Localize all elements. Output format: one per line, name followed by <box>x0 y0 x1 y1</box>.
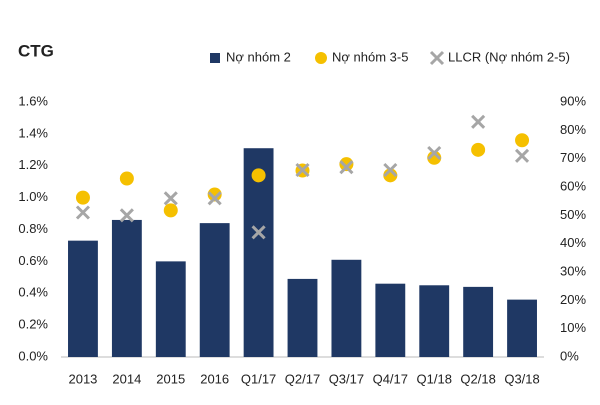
x-stroke <box>295 162 310 178</box>
bar <box>155 261 186 357</box>
y2-tick-label: 90% <box>560 93 586 108</box>
y2-tick-label: 60% <box>560 178 586 193</box>
x-stroke <box>471 114 486 129</box>
legend-label: LLCR (Nợ nhóm 2-5) <box>448 49 570 64</box>
x-tick-label: Q4/17 <box>373 371 408 386</box>
x-tick-label: 2013 <box>68 371 97 386</box>
cross-marker <box>471 114 486 129</box>
x-tick-label: Q3/17 <box>329 371 364 386</box>
bar <box>287 278 318 357</box>
x-stroke <box>251 225 266 240</box>
dot-marker <box>427 150 442 165</box>
x-stroke <box>429 50 445 66</box>
legend-label: Nợ nhóm 2 <box>226 49 291 64</box>
cross-marker <box>514 148 530 163</box>
cross-marker <box>207 191 222 206</box>
y2-tick-label: 50% <box>560 207 586 222</box>
x-stroke <box>119 208 134 223</box>
y2-tick-label: 10% <box>560 320 586 335</box>
y2-tick-label: 20% <box>560 292 586 307</box>
dot-marker <box>515 133 530 148</box>
cross-marker <box>75 205 91 220</box>
dot-marker <box>471 142 486 157</box>
cross-marker <box>427 145 442 161</box>
y-tick-label: 0.4% <box>18 285 48 300</box>
bar <box>199 223 230 357</box>
y2-tick-label: 80% <box>560 122 586 137</box>
cross-marker <box>251 225 266 240</box>
dot-marker <box>339 157 354 172</box>
bar <box>331 259 362 357</box>
bar <box>243 148 274 357</box>
bar <box>375 283 406 357</box>
x-stroke <box>427 145 442 161</box>
legend-swatch <box>429 50 445 66</box>
y-tick-label: 0.6% <box>18 253 48 268</box>
x-stroke <box>75 205 91 220</box>
x-stroke <box>163 191 178 206</box>
dot-marker <box>251 168 266 183</box>
dot-marker <box>75 190 90 205</box>
bar <box>419 285 450 357</box>
x-tick-label: 2014 <box>112 371 141 386</box>
y-tick-label: 1.4% <box>18 125 48 140</box>
dot-marker <box>163 203 178 218</box>
y-tick-label: 0.8% <box>18 221 48 236</box>
y-tick-label: 1.6% <box>18 93 48 108</box>
cross-marker <box>383 162 398 178</box>
x-tick-label: Q1/17 <box>241 371 276 386</box>
y-tick-label: 1.0% <box>18 189 48 204</box>
y2-tick-label: 40% <box>560 235 586 250</box>
x-tick-label: 2016 <box>200 371 229 386</box>
x-stroke <box>339 160 354 175</box>
y-tick-label: 0.2% <box>18 317 48 332</box>
cross-marker <box>339 160 354 175</box>
bar <box>463 286 494 357</box>
x-stroke <box>207 191 222 206</box>
y2-tick-label: 0% <box>560 348 579 363</box>
x-tick-label: Q2/17 <box>285 371 320 386</box>
y-tick-label: 0.0% <box>18 348 48 363</box>
dot-marker <box>119 171 134 186</box>
legend-swatch <box>210 53 220 63</box>
legend-label: Nợ nhóm 3-5 <box>332 49 408 64</box>
bar <box>507 299 537 357</box>
cross-marker <box>163 191 178 206</box>
x-stroke <box>514 148 530 163</box>
cross-marker <box>119 208 134 223</box>
x-tick-label: 2015 <box>156 371 185 386</box>
x-stroke <box>383 162 398 178</box>
y2-tick-label: 70% <box>560 150 586 165</box>
y-tick-label: 1.2% <box>18 157 48 172</box>
cross-marker <box>295 162 310 178</box>
bar <box>68 240 98 357</box>
bar <box>111 219 142 357</box>
dot-marker <box>207 187 222 202</box>
x-tick-label: Q3/18 <box>504 371 539 386</box>
chart-title: CTG <box>18 41 54 60</box>
y2-tick-label: 30% <box>560 263 586 278</box>
x-tick-label: Q1/18 <box>417 371 452 386</box>
x-tick-label: Q2/18 <box>460 371 495 386</box>
legend-swatch <box>315 52 327 64</box>
